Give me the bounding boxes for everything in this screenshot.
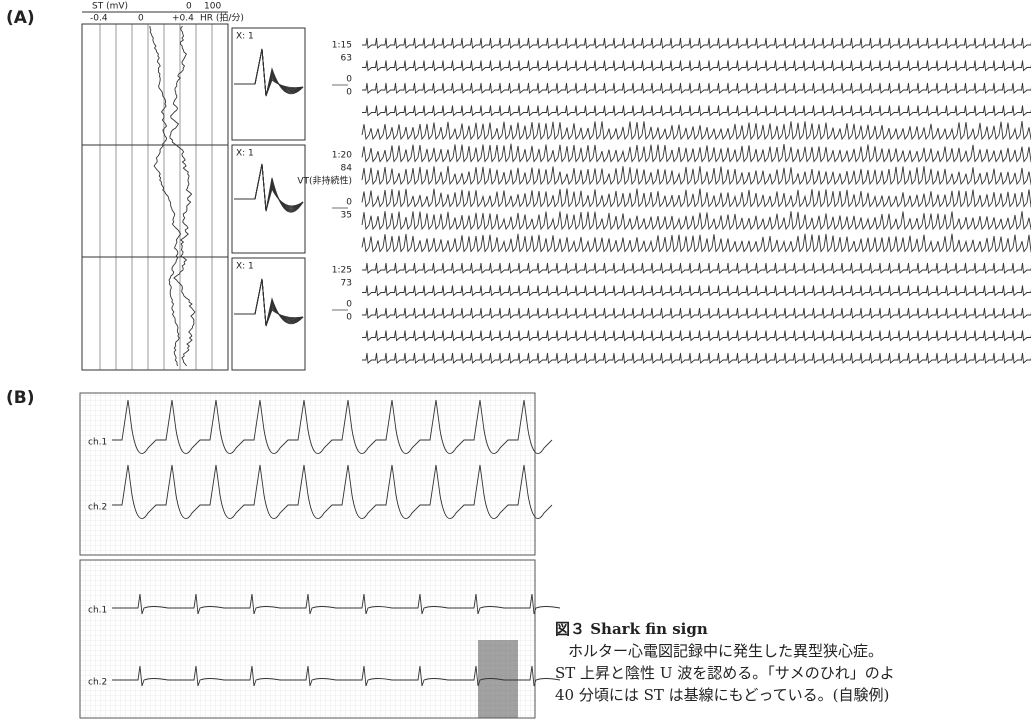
ecg-strip [362, 308, 1031, 318]
trend-box [82, 24, 228, 370]
ecg-strip [362, 331, 1031, 341]
channel-label: ch.1 [88, 606, 107, 616]
hr-trend [170, 26, 195, 366]
strip-label: 0 [346, 88, 352, 98]
channel-label: ch.1 [88, 438, 107, 448]
strip-label: 35 [341, 211, 352, 221]
strip-label: 0 [346, 313, 352, 323]
st-trend [150, 26, 181, 366]
panel-label: (B) [6, 388, 35, 408]
figure: (A) (B) ST (mV) 0 100 -0.4 0 +0.4 HR (拍/… [0, 0, 1031, 720]
ecg-strip [362, 211, 1031, 229]
strip-label: 0 [346, 198, 352, 208]
strip-label: 0 [346, 75, 352, 85]
axis-tick: -0.4 [90, 14, 108, 24]
complex-label: X: 1 [236, 149, 254, 159]
axis-tick: 100 [204, 2, 221, 12]
axis-tick: 0 [186, 2, 192, 12]
ecg-strip [362, 121, 1031, 139]
ecg-strip [362, 286, 1031, 296]
beat-complexes: X: 1 X: 1 X: 1 [232, 28, 305, 370]
strip-label: 73 [341, 279, 352, 289]
ecg-strip [362, 166, 1031, 184]
strip-label: VT(非持続性) [297, 175, 352, 187]
strip-label: 63 [341, 54, 352, 64]
ecg-strip [362, 234, 1031, 252]
ecg-strip [362, 83, 1031, 93]
ecg-strip [362, 353, 1031, 363]
channel-label: ch.2 [88, 503, 107, 513]
complex-label: X: 1 [236, 32, 254, 42]
page: Shark fin sign {"figure": { "panel_a": {… [0, 0, 1031, 720]
axis-tick: 0 [138, 14, 144, 24]
ecg-strip [362, 189, 1031, 207]
strip-label: 1:25 [332, 266, 352, 276]
ecg-strip [362, 106, 1031, 116]
strip-label: 0 [346, 300, 352, 310]
holter-panel [80, 560, 535, 718]
ecg-strip [362, 144, 1031, 162]
body: (A) (B) ST (mV) 0 100 -0.4 0 +0.4 HR (拍/… [0, 0, 1031, 720]
ecg-strip [362, 38, 1031, 48]
ecg-strip [362, 263, 1031, 273]
holter-panel [80, 393, 535, 555]
ecg-strip [362, 61, 1031, 71]
complex-label: X: 1 [236, 262, 254, 272]
caption-line: ホルター心電図記録中に発生した異型狭心症。 [568, 642, 883, 660]
caption-title: 図３ Shark fin sign [555, 620, 708, 638]
caption-line: ST 上昇と陰性 U 波を認める。「サメのひれ」のよ [555, 664, 895, 682]
strip-label: 84 [341, 164, 353, 174]
axis-label: ST (mV) [92, 2, 128, 12]
strip-label: 1:20 [332, 151, 352, 161]
axis-label: HR (拍/分) [200, 12, 244, 24]
strip-label: 1:15 [332, 41, 352, 51]
channel-label: ch.2 [88, 678, 107, 688]
panel-label: (A) [6, 8, 35, 28]
caption-line: 40 分頃には ST は基線にもどっている。(自験例) [555, 686, 889, 704]
trend-graph [82, 24, 228, 370]
axis-tick: +0.4 [172, 14, 194, 24]
